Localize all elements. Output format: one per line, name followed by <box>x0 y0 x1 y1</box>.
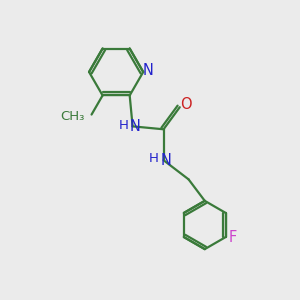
Text: H: H <box>118 119 128 132</box>
Text: N: N <box>130 119 140 134</box>
Text: CH₃: CH₃ <box>60 110 84 122</box>
Text: O: O <box>180 98 192 112</box>
Text: F: F <box>229 230 237 244</box>
Text: N: N <box>160 153 171 168</box>
Text: H: H <box>149 152 159 165</box>
Text: N: N <box>143 63 154 78</box>
